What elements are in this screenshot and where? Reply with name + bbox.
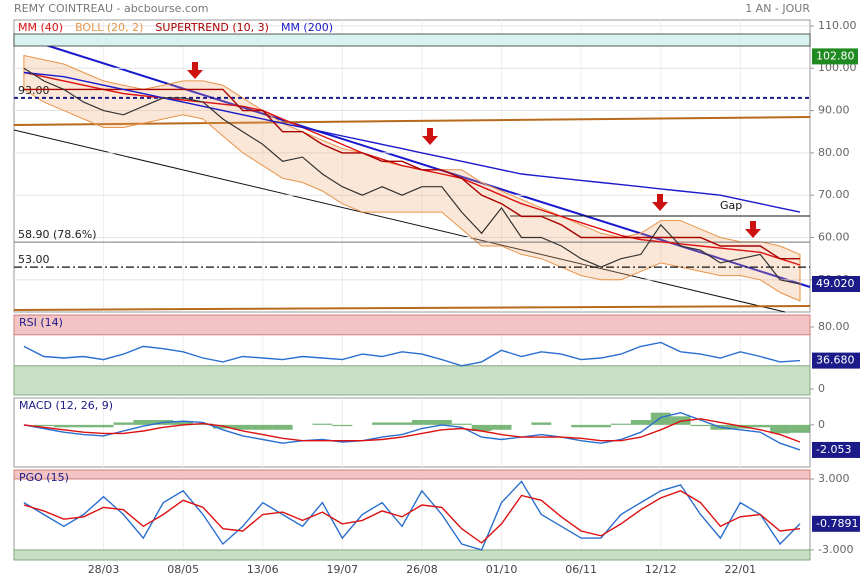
histogram-bar [630,419,651,425]
bollinger-band [23,54,801,302]
last-value [812,441,860,458]
overbought-zone [13,314,811,336]
histogram-bar [412,419,432,425]
histogram-bar [93,424,114,428]
last-value-label: -0.7891 [816,517,858,530]
histogram-bar [173,421,194,425]
last-value-label: 36.680 [816,354,855,367]
x-tick-label: 22/01 [724,563,756,576]
histogram-bar [53,424,74,428]
series-line [23,88,800,260]
histogram-bar [471,424,492,431]
legend-entry: MM (40) [18,21,63,34]
price-marker-label: 102.80 [816,49,855,62]
series-line [23,490,801,544]
y-tick-label: -3.000 [818,543,853,556]
x-tick-label: 01/10 [486,563,518,576]
series-line [23,411,801,451]
x-tick-label: 19/07 [326,563,358,576]
last-value [812,352,860,369]
macd-pane [13,397,811,468]
histogram-bar [611,423,631,425]
y-tick-label: 90.00 [818,104,850,117]
trend-line [13,34,811,288]
histogram-bar [591,424,611,428]
histogram-bar [531,422,552,425]
y-tick-label: 100.00 [818,61,857,74]
histogram-bar [372,422,393,425]
histogram-bar [252,424,273,430]
histogram-bar [770,424,791,434]
level-label: 93.00 [18,84,50,97]
legend-entry: SUPERTREND (10, 3) [155,21,269,34]
level-label: 53.00 [18,253,50,266]
oversold-zone [13,365,811,396]
x-tick-label: 26/08 [406,563,438,576]
y-tick-label: 80.00 [818,320,850,333]
y-tick-label: 80.00 [818,146,850,159]
x-tick-label: 08/05 [167,563,199,576]
overbought-zone [13,469,811,480]
pgo-pane [13,469,811,561]
x-tick-label: 06/11 [565,563,597,576]
trend-line [13,305,811,311]
y-tick-label: 70.00 [818,188,850,201]
y-tick-label: 60.00 [818,231,850,244]
y-tick-label: 3.000 [818,472,850,485]
x-tick-label: 12/12 [645,563,677,576]
pane-title: MACD (12, 26, 9) [19,399,113,412]
pane-title: RSI (14) [19,316,63,329]
histogram-bar [790,424,810,433]
signal-arrow [187,62,203,79]
signal-arrow [422,128,438,145]
y-tick-label: 110.00 [818,19,857,32]
signal-arrow [652,194,668,211]
oversold-zone [13,549,811,561]
x-tick-label: 28/03 [88,563,120,576]
trend-line [13,129,786,313]
histogram-bar [750,424,771,428]
series-line [23,341,801,367]
y-tick-label: 0 [818,418,825,431]
histogram-bar [33,424,54,427]
histogram-bar [113,422,134,425]
x-tick-label: 13/06 [247,563,279,576]
pane-title: PGO (15) [19,471,69,484]
histogram-bar [491,424,512,430]
series-line [23,418,801,443]
signal-arrow [745,221,761,238]
trend-line [13,116,811,126]
level-label: 58.90 (78.6%) [18,228,97,241]
histogram-bar [232,424,253,430]
last-value [812,515,860,532]
annotation: Gap [720,199,742,212]
histogram-bar [272,424,293,430]
series-line [23,67,801,285]
series-line [23,71,801,266]
legend-entry: BOLL (20, 2) [75,21,143,34]
last-value-label: 49.020 [816,277,855,290]
histogram-bar [332,424,353,427]
last-value-label: -2.053 [816,443,851,456]
legend-entry: MM (200) [281,21,333,34]
last-value [812,275,860,292]
resistance-band [13,33,811,47]
histogram-bar [392,422,412,425]
chart-subtitle: 1 AN - JOUR [745,2,810,15]
series-line [23,71,801,213]
histogram-bar [312,423,333,425]
histogram-bar [451,423,472,425]
price-marker [812,48,858,65]
histogram-bar [571,424,592,428]
histogram-bar [690,424,711,427]
y-tick-label: 0 [818,382,825,395]
histogram-bar [73,424,94,428]
chart-title: REMY COINTREAU - abcbourse.com [14,2,208,15]
histogram-bar [431,419,452,425]
histogram-bar [133,419,154,425]
